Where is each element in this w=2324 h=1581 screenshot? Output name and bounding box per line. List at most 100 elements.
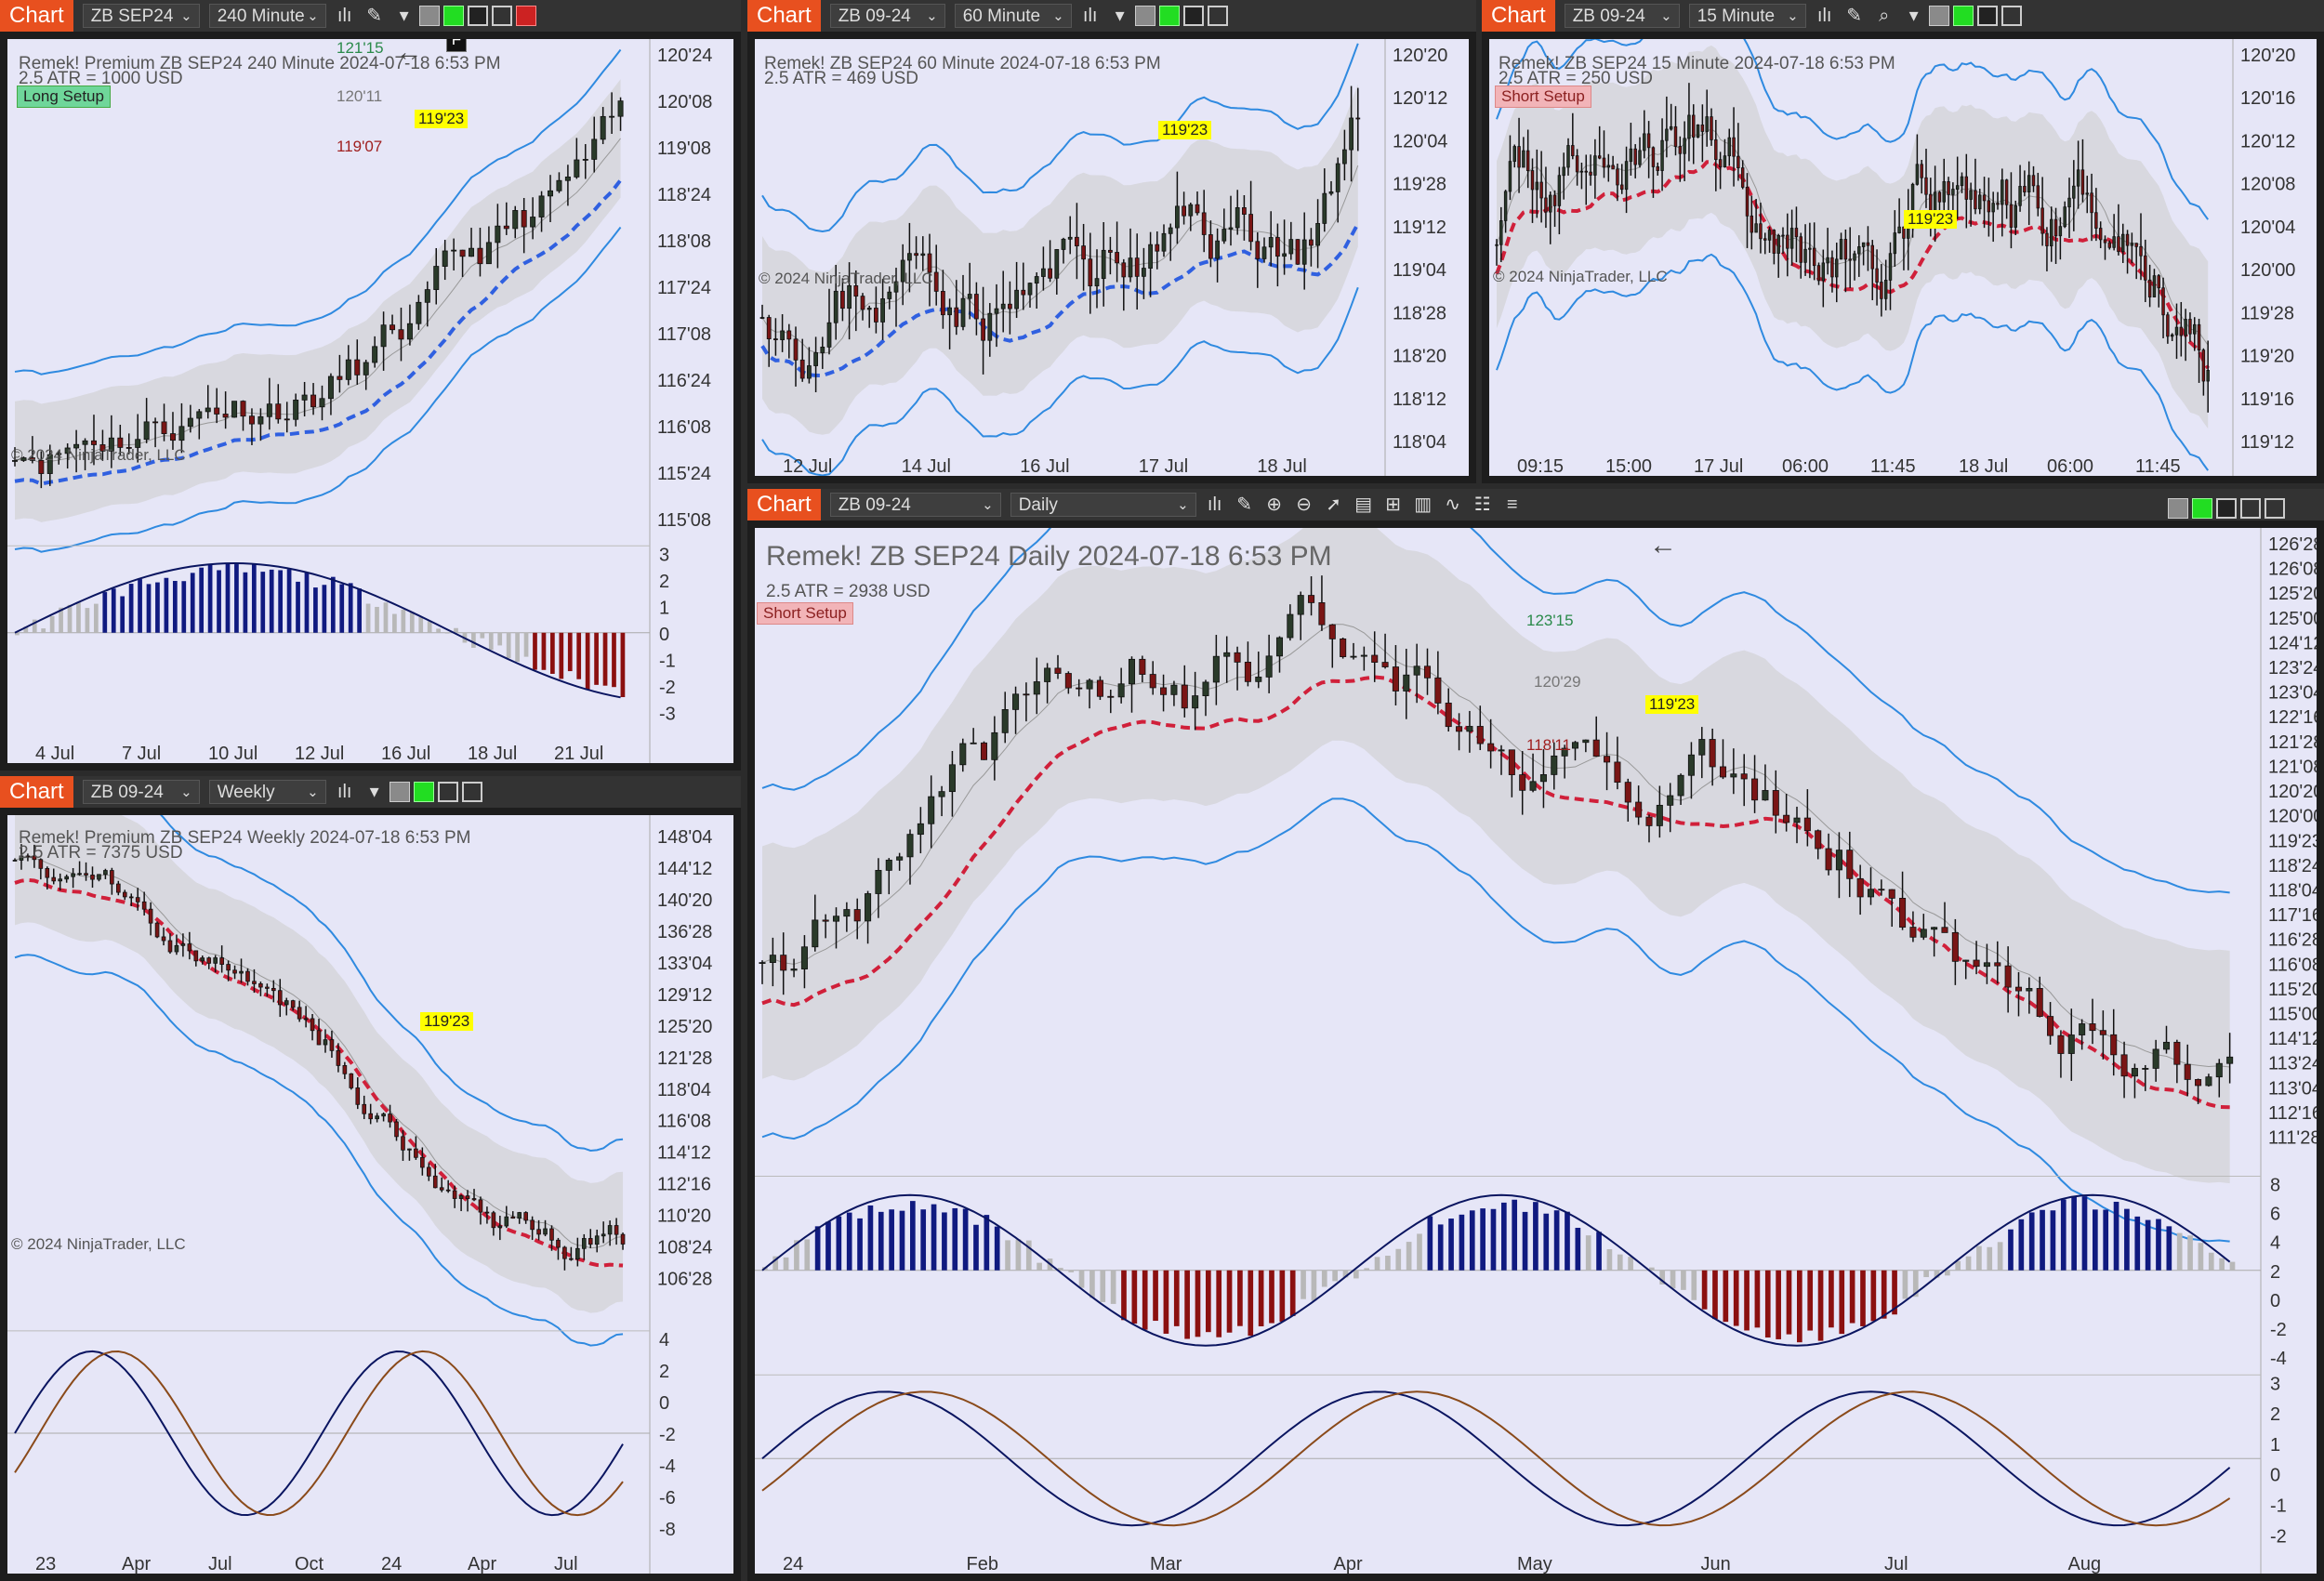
strategies-icon[interactable]: ∿	[1445, 494, 1461, 515]
candle-body	[293, 399, 299, 420]
chart-tab[interactable]: Chart	[747, 0, 821, 32]
link-grey-button[interactable]	[2168, 498, 2188, 519]
histogram-bar	[1797, 1270, 1802, 1343]
maximize-button[interactable]	[2240, 498, 2261, 519]
maximize-button[interactable]	[2000, 6, 2022, 26]
drawing-tool-icon[interactable]: ✎	[1236, 494, 1253, 515]
osc-axis-label: -4	[2270, 1349, 2287, 1369]
instrument-label: ZB SEP24	[90, 7, 174, 26]
list-icon[interactable]: ≡	[1506, 494, 1518, 515]
candle-body	[1139, 658, 1146, 675]
minimize-button[interactable]	[1976, 6, 1998, 26]
bar-type-icon[interactable]: ılı	[337, 6, 352, 26]
link-green-button[interactable]	[1158, 6, 1180, 26]
histogram-bar	[1902, 1270, 1908, 1299]
candle-body	[1645, 816, 1653, 826]
back-arrow-icon[interactable]: ←	[1649, 530, 1677, 560]
data-box-icon[interactable]: ▤	[1354, 494, 1373, 515]
dropdown-arrow-icon[interactable]: ▾	[369, 782, 379, 802]
dropdown-arrow-icon[interactable]: ▾	[399, 6, 409, 26]
chart-plot[interactable]: 120'20 120'12 120'04 119'28 119'12 119'04 118'…	[755, 39, 1469, 476]
link-grey-button[interactable]	[1928, 6, 1949, 26]
link-green-button[interactable]	[1952, 6, 1974, 26]
drawing-tool-icon[interactable]: ✎	[366, 6, 383, 26]
candle-body	[64, 876, 69, 880]
volatility-band	[762, 528, 2230, 1184]
zoom-out-icon[interactable]: ⊖	[1296, 494, 1313, 515]
bar-type-icon[interactable]: ılı	[1207, 494, 1222, 515]
close-button[interactable]	[515, 6, 536, 26]
candle-body	[452, 1190, 457, 1199]
interval-label: 60 Minute	[962, 7, 1041, 26]
candle-body	[1781, 234, 1785, 237]
minimize-button[interactable]	[467, 6, 488, 26]
chart-plot[interactable]: 120'20 120'16 120'12 120'08 120'04 120'00 119'…	[1489, 39, 2317, 476]
zoom-in-icon[interactable]: ⊕	[1266, 494, 1283, 515]
chart-tab[interactable]: Chart	[1482, 0, 1555, 32]
maximize-button[interactable]	[461, 782, 482, 802]
indicators-icon[interactable]: ▥	[1414, 494, 1433, 515]
chart-plot[interactable]: 148'04 144'12 140'20 136'28 133'04 129'12 125'…	[7, 815, 733, 1574]
templates-icon[interactable]: ⊞	[1385, 494, 1402, 515]
chart-plot[interactable]: 126'28 126'08 125'20 125'00 124'12 123'24 123'…	[755, 528, 2317, 1574]
candle-body	[1244, 661, 1251, 682]
candle-body	[1772, 230, 1776, 254]
chart-plot[interactable]: 120'24 120'08 119'08 118'24 118'08 117'24 117'…	[7, 39, 733, 763]
candle-body	[1678, 146, 1683, 154]
interval-select[interactable]: Daily ⌄	[1010, 493, 1196, 517]
candle-body	[574, 159, 580, 178]
properties-icon[interactable]: ☷	[1473, 494, 1491, 515]
interval-select[interactable]: 15 Minute ⌄	[1688, 4, 1806, 28]
histogram-bar	[1005, 1240, 1010, 1271]
instrument-select[interactable]: ZB 09-24 ⌄	[829, 4, 945, 28]
instrument-select[interactable]: ZB 09-24 ⌄	[82, 780, 200, 804]
candle-body	[1825, 848, 1832, 871]
chart-tab[interactable]: Chart	[747, 489, 821, 520]
dropdown-arrow-icon[interactable]: ▾	[1115, 6, 1125, 26]
link-green-button[interactable]	[413, 782, 434, 802]
minimize-button[interactable]	[437, 782, 458, 802]
candle-body	[2067, 197, 2071, 208]
interval-select[interactable]: 60 Minute ⌄	[954, 4, 1072, 28]
interval-select[interactable]: Weekly ⌄	[208, 780, 326, 804]
candle-body	[148, 908, 153, 924]
link-green-button[interactable]	[2192, 498, 2212, 519]
pointer-icon[interactable]: ➚	[1326, 494, 1342, 515]
time-axis-label: Jul	[1884, 1554, 1908, 1574]
chart-tab[interactable]: Chart	[0, 0, 73, 32]
bar-type-icon[interactable]: ılı	[337, 782, 352, 802]
dropdown-arrow-icon[interactable]: ▾	[1908, 6, 1919, 26]
histogram-bar	[1342, 1270, 1349, 1278]
candle-body	[135, 897, 140, 902]
chart-tab[interactable]: Chart	[0, 776, 73, 808]
candle-body	[928, 796, 935, 824]
link-green-button[interactable]	[442, 6, 464, 26]
bar-type-icon[interactable]: ılı	[1082, 6, 1098, 26]
restore-button[interactable]	[2265, 498, 2285, 519]
link-grey-button[interactable]	[389, 782, 410, 802]
osc-axis-label: -2	[2270, 1320, 2287, 1340]
zoom-icon[interactable]: ⌕	[1879, 6, 1890, 26]
candle-body	[1413, 665, 1420, 676]
back-arrow-icon[interactable]: ←	[396, 39, 422, 66]
link-grey-button[interactable]	[418, 6, 440, 26]
minimize-button[interactable]	[2216, 498, 2237, 519]
maximize-button[interactable]	[491, 6, 512, 26]
drawing-tool-icon[interactable]: ✎	[1846, 6, 1863, 26]
interval-select[interactable]: 240 Minute ⌄	[208, 4, 326, 28]
instrument-select[interactable]: ZB SEP24 ⌄	[82, 4, 200, 28]
price-axis-label: 117'16	[2268, 905, 2317, 926]
price-chart-svg: 120'20 120'16 120'12 120'08 120'04 120'00 119'…	[1495, 39, 2295, 476]
instrument-select[interactable]: ZB 09-24 ⌄	[829, 493, 1001, 517]
candle-body	[1941, 927, 1948, 933]
link-grey-button[interactable]	[1134, 6, 1155, 26]
histogram-bar	[1037, 1262, 1042, 1271]
volatility-band	[762, 84, 1358, 435]
maximize-button[interactable]	[1207, 6, 1228, 26]
f-button[interactable]: F	[446, 39, 467, 52]
minimize-button[interactable]	[1182, 6, 1204, 26]
histogram-bar	[899, 1210, 905, 1271]
mid-line	[1496, 128, 2209, 346]
instrument-select[interactable]: ZB 09-24 ⌄	[1564, 4, 1680, 28]
bar-type-icon[interactable]: ılı	[1816, 6, 1832, 26]
